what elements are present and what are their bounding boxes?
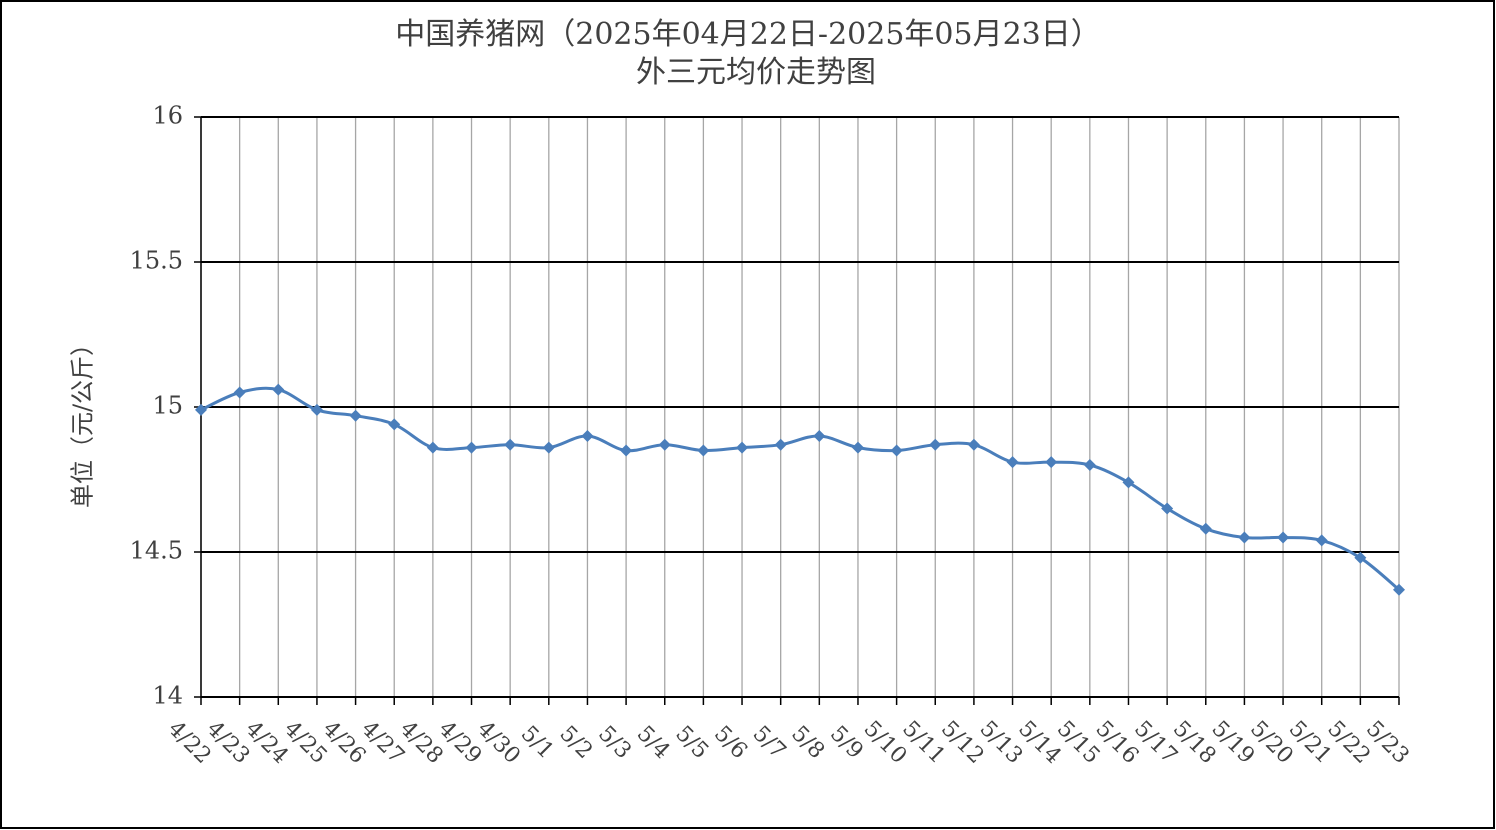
chart-subtitle: 外三元均价走势图 bbox=[636, 55, 876, 90]
marker bbox=[1161, 502, 1174, 515]
marker bbox=[1393, 583, 1405, 596]
marker bbox=[1045, 456, 1058, 469]
marker bbox=[620, 444, 633, 457]
marker bbox=[310, 403, 323, 416]
marker bbox=[736, 441, 749, 454]
marker bbox=[1315, 534, 1328, 547]
marker bbox=[349, 409, 362, 422]
marker bbox=[195, 403, 207, 416]
marker bbox=[774, 438, 787, 451]
marker bbox=[851, 441, 864, 454]
marker bbox=[272, 383, 285, 396]
y-tick-label: 15 bbox=[152, 392, 183, 420]
marker bbox=[967, 438, 980, 451]
marker bbox=[1083, 459, 1096, 471]
y-tick-label: 16 bbox=[152, 102, 183, 130]
marker bbox=[1006, 456, 1019, 469]
marker bbox=[929, 438, 942, 451]
marker bbox=[388, 418, 401, 431]
marker bbox=[1238, 531, 1251, 544]
chart-title: 中国养猪网（2025年04月22日-2025年05月23日） bbox=[395, 17, 1101, 52]
marker bbox=[426, 441, 439, 454]
marker bbox=[890, 444, 903, 457]
marker bbox=[1199, 522, 1212, 535]
y-axis-label: 单位（元/公斤） bbox=[69, 332, 97, 508]
marker bbox=[697, 444, 710, 457]
marker bbox=[542, 441, 555, 454]
marker bbox=[813, 430, 826, 442]
marker bbox=[504, 438, 517, 451]
marker bbox=[1277, 531, 1290, 544]
marker bbox=[1122, 476, 1135, 489]
marker bbox=[1354, 551, 1367, 564]
y-tick-label: 14.5 bbox=[130, 537, 183, 565]
y-tick-label: 15.5 bbox=[130, 247, 183, 275]
marker bbox=[581, 430, 594, 442]
y-tick-label: 14 bbox=[152, 682, 183, 710]
marker bbox=[233, 386, 246, 399]
marker bbox=[465, 441, 478, 454]
marker bbox=[658, 438, 671, 451]
